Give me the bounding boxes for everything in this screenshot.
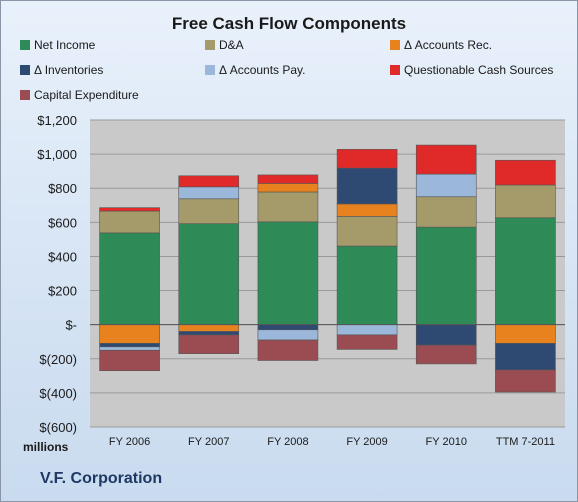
bar-segment <box>257 329 319 341</box>
legend-swatch <box>20 90 30 100</box>
x-tick-label: FY 2006 <box>109 436 150 448</box>
legend-swatch <box>20 40 30 50</box>
y-tick-label: $200 <box>48 284 77 299</box>
bar-segment <box>257 191 319 223</box>
bar-segment <box>336 167 398 205</box>
bar-segment <box>336 324 398 336</box>
bar-segment <box>257 221 319 325</box>
y-tick-label: $- <box>65 318 77 333</box>
bar-segment <box>178 186 240 200</box>
bar-segment <box>178 331 240 336</box>
legend-label: D&A <box>219 38 244 52</box>
x-tick-label: TTM 7-2011 <box>496 436 555 448</box>
legend-swatch <box>390 40 400 50</box>
company-name: V.F. Corporation <box>40 470 163 487</box>
y-tick-label: $600 <box>48 215 77 230</box>
y-tick-label: $1,200 <box>37 113 77 128</box>
bar-segment <box>99 343 160 348</box>
legend-label: Questionable Cash Sources <box>404 63 554 77</box>
bar-segment <box>178 223 240 325</box>
bar-segment <box>257 174 319 184</box>
legend-item: Net Income <box>20 38 95 52</box>
y-tick-label: $(200) <box>39 352 77 367</box>
plot-background <box>90 120 565 427</box>
bar-segment <box>336 216 398 247</box>
bar-segment <box>495 217 556 325</box>
legend-item: D&A <box>205 38 244 52</box>
legend-swatch <box>205 40 215 50</box>
chart-legend: Net Income D&A Δ Accounts Rec. Δ Inventorie… <box>0 0 578 110</box>
bar-segment <box>257 324 319 331</box>
legend-swatch <box>390 65 400 75</box>
y-tick-label: $400 <box>48 249 77 264</box>
bar-segment <box>336 245 398 325</box>
x-tick-label: FY 2007 <box>188 436 229 448</box>
y-tick-label: $(400) <box>39 386 77 401</box>
legend-item: Capital Expenditure <box>20 88 139 102</box>
bar-segment <box>336 149 398 169</box>
bar-segment <box>495 324 556 344</box>
bar-segment <box>495 369 556 393</box>
bar-segment <box>336 203 398 217</box>
x-tick-label: FY 2008 <box>267 436 308 448</box>
legend-label: Δ Inventories <box>34 63 104 77</box>
bar-segment <box>257 339 319 361</box>
bar-segment <box>99 207 160 212</box>
bar-segment <box>415 173 477 198</box>
bar-segment <box>415 324 477 346</box>
legend-item: Δ Inventories <box>20 63 103 77</box>
bar-segment <box>99 349 160 372</box>
bar-segment <box>257 183 319 193</box>
bar-segment <box>415 226 477 325</box>
legend-swatch <box>205 65 215 75</box>
bar-segment <box>415 144 477 175</box>
legend-label: Δ Accounts Pay. <box>219 63 306 77</box>
bar-segment <box>495 159 556 186</box>
bar-segment <box>99 232 160 325</box>
legend-item: Questionable Cash Sources <box>390 63 553 77</box>
y-tick-label: $800 <box>48 181 77 196</box>
bar-segment <box>178 324 240 332</box>
legend-item: Δ Accounts Rec. <box>390 38 492 52</box>
unit-label: millions <box>23 440 69 454</box>
chart-title: Free Cash Flow Components <box>171 14 407 33</box>
x-tick-label: FY 2009 <box>346 436 387 448</box>
bar-segment <box>99 324 160 344</box>
bar-segment <box>99 346 160 351</box>
bar-segment <box>495 184 556 219</box>
bar-segment <box>99 210 160 234</box>
legend-swatch <box>20 65 30 75</box>
bar-segment <box>178 175 240 188</box>
legend-label: Net Income <box>34 38 96 52</box>
legend-item: Δ Accounts Pay. <box>205 63 306 77</box>
legend-label: Δ Accounts Rec. <box>404 38 493 52</box>
bar-segment <box>178 198 240 224</box>
bar-segment <box>178 334 240 354</box>
legend-label: Capital Expenditure <box>34 88 139 102</box>
y-tick-label: $1,000 <box>37 147 77 162</box>
y-tick-label: $(600) <box>39 420 77 435</box>
bar-segment <box>415 344 477 365</box>
bar-segment <box>495 343 556 371</box>
bar-segment <box>336 334 398 350</box>
x-tick-label: FY 2010 <box>426 436 467 448</box>
bar-segment <box>415 196 477 228</box>
